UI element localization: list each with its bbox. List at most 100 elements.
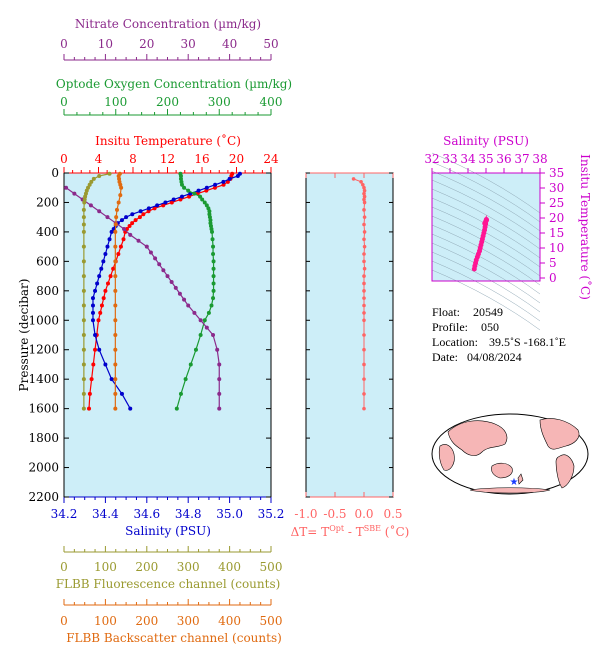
- fluorescence-point: [81, 362, 86, 367]
- nitrate-point: [211, 333, 216, 337]
- location-label: Location:: [432, 335, 478, 349]
- backscatter-point: [113, 347, 118, 352]
- delta-t-point: [361, 182, 365, 187]
- delta-t-point: [362, 252, 366, 256]
- salinity-point: [103, 362, 108, 367]
- pressure-axis-title: Pressure (decibar): [17, 279, 31, 392]
- salinity-point: [155, 203, 160, 208]
- float-label: Float:: [432, 305, 460, 319]
- fluorescence-point: [81, 288, 86, 293]
- salinity-point: [196, 188, 201, 193]
- map-land-newzealand: [517, 473, 524, 485]
- salinity-point: [146, 206, 151, 211]
- nitrate-point: [128, 232, 133, 237]
- fluorescence-axis-tick-label: 400: [218, 560, 241, 574]
- oxygen-point: [208, 221, 213, 226]
- ts-salinity-tick-label: 36: [496, 152, 511, 166]
- nitrate-axis-tick-label: 0: [60, 37, 68, 51]
- temperature-axis-tick-label: 0: [60, 152, 68, 166]
- ts-profile-point: [482, 220, 488, 226]
- oxygen-axis-title: Optode Oxygen Concentration (µm/kg): [56, 77, 292, 91]
- salinity-point: [204, 185, 209, 190]
- temperature-point: [111, 266, 116, 271]
- fluorescence-point: [81, 333, 86, 337]
- backscatter-point: [113, 318, 118, 323]
- backscatter-point: [118, 193, 123, 198]
- salinity-point: [90, 318, 95, 323]
- oxygen-axis-tick-label: 200: [156, 95, 179, 109]
- oxygen-point: [178, 173, 183, 178]
- salinity-point: [101, 259, 106, 264]
- oxygen-point: [207, 209, 212, 214]
- nitrate-point: [97, 209, 102, 214]
- salinity-axis-tick-label: 35.2: [258, 507, 285, 521]
- salinity-point: [227, 176, 232, 181]
- ts-density-contour: [431, 224, 541, 286]
- salinity-point: [93, 333, 98, 337]
- pressure-tick-label: 200: [36, 195, 59, 209]
- ts-salinity-tick-label: 34: [460, 152, 476, 166]
- salinity-axis-tick-label: 34.6: [133, 507, 160, 521]
- delta-t-point: [362, 188, 367, 193]
- salinity-point: [111, 226, 116, 231]
- delta-t-point: [362, 392, 366, 396]
- backscatter-axis-tick-label: 200: [135, 614, 158, 628]
- delta-t-point: [362, 185, 366, 190]
- salinity-point: [103, 252, 108, 256]
- salinity-point: [179, 194, 184, 199]
- delta-t-point: [362, 347, 366, 352]
- oxygen-point: [182, 185, 187, 190]
- nitrate-point: [182, 297, 187, 302]
- temperature-axis-tick-label: 4: [95, 152, 103, 166]
- pressure-tick-label: 2200: [28, 490, 59, 504]
- ts-density-contour: [431, 152, 541, 214]
- salinity-point: [235, 173, 240, 178]
- oxygen-point: [209, 226, 214, 231]
- temperature-point: [221, 182, 226, 187]
- temperature-point: [99, 303, 104, 308]
- delta-t-point: [362, 222, 366, 227]
- delta-t-unit: (˚C): [381, 524, 409, 539]
- delta-t-main: ΔT= T: [291, 525, 330, 539]
- temperature-point: [98, 310, 103, 315]
- temperature-point: [118, 244, 123, 249]
- pressure-tick-label: 400: [36, 225, 59, 239]
- salinity-point: [138, 209, 143, 214]
- delta-t-point: [362, 318, 366, 323]
- nitrate-point: [165, 274, 170, 279]
- salinity-axis-tick-label: 34.8: [175, 507, 202, 521]
- nitrate-axis-title: Nitrate Concentration (µm/kg): [75, 17, 261, 31]
- oxygen-point: [200, 197, 205, 202]
- nitrate-point: [198, 318, 203, 323]
- backscatter-axis-tick-label: 300: [177, 614, 200, 628]
- salinity-point: [105, 244, 110, 249]
- ts-temperature-tick-label: 20: [549, 211, 564, 225]
- fluorescence-point: [87, 182, 92, 187]
- salinity-point: [107, 237, 112, 242]
- fluorescence-point: [83, 194, 88, 199]
- delta-t-sup-sbe: SBE: [364, 524, 381, 533]
- float-info: Float: 20549 Profile: 050 Location: 39.5…: [432, 305, 566, 364]
- nitrate-point: [88, 203, 93, 208]
- float-value: 20549: [473, 305, 503, 319]
- oxygen-point: [211, 244, 216, 249]
- temperature-axis-tick-label: 16: [194, 152, 209, 166]
- backscatter-point: [119, 185, 124, 190]
- delta-t-sup-opt: Opt: [329, 524, 345, 533]
- map-land-america-south: [555, 454, 575, 489]
- fluorescence-axis-tick-label: 100: [94, 560, 117, 574]
- ts-salinity-tick-label: 38: [532, 152, 547, 166]
- fluorescence-axis-tick-label: 200: [135, 560, 158, 574]
- salinity-axis-tick-label: 34.2: [51, 507, 78, 521]
- pressure-tick-label: 1400: [28, 372, 59, 386]
- fluorescence-axis-tick-label: 300: [177, 560, 200, 574]
- temperature-point: [124, 226, 129, 231]
- backscatter-point: [113, 244, 118, 249]
- ts-temperature-tick-label: 30: [549, 181, 564, 195]
- nitrate-point: [217, 406, 222, 411]
- oxygen-point: [211, 281, 216, 286]
- oxygen-point: [202, 318, 207, 323]
- temperature-point: [108, 274, 113, 279]
